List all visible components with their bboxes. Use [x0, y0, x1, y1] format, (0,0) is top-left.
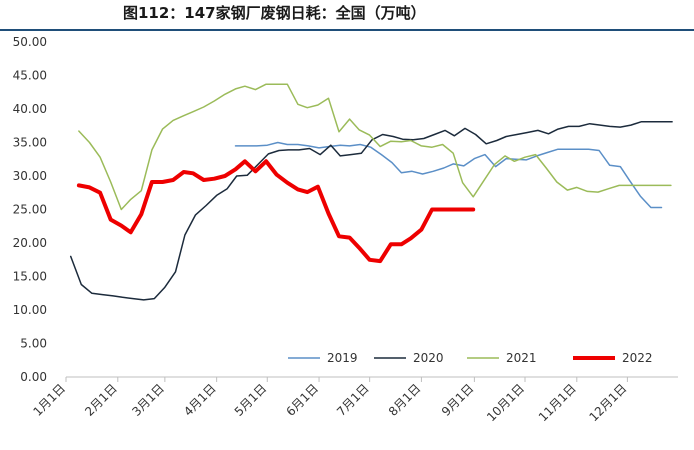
- y-tick-label: 30.00: [13, 169, 47, 183]
- y-tick-label: 50.00: [13, 35, 47, 49]
- x-tick-label: 6月1日: [283, 381, 321, 419]
- y-tick-label: 35.00: [13, 136, 47, 150]
- y-tick-label: 40.00: [13, 102, 47, 116]
- x-tick-label: 9月1日: [439, 381, 477, 419]
- series-line-2021: [78, 83, 672, 211]
- chart-title: 图112：147家钢厂废钢日耗：全国（万吨）: [123, 4, 426, 22]
- y-tick-label: 10.00: [13, 303, 47, 317]
- x-tick-label: 8月1日: [386, 381, 424, 419]
- title-bar: 图112：147家钢厂废钢日耗：全国（万吨）: [0, 0, 694, 32]
- legend-label-2022: 2022: [622, 351, 653, 365]
- y-tick-label: 15.00: [13, 270, 47, 284]
- x-tick-label: 11月1日: [536, 381, 579, 424]
- y-tick-label: 5.00: [20, 337, 47, 351]
- y-tick-label: 45.00: [13, 69, 47, 83]
- title-underline: [0, 29, 694, 31]
- y-tick-label: 25.00: [13, 203, 47, 217]
- series-line-2022: [76, 159, 476, 264]
- x-tick-label: 4月1日: [181, 381, 219, 419]
- y-tick-label: 0.00: [20, 370, 47, 384]
- legend-label-2019: 2019: [327, 351, 358, 365]
- x-tick-label: 5月1日: [232, 381, 270, 419]
- series-line-2020: [69, 120, 673, 301]
- x-tick-label: 10月1日: [484, 381, 527, 424]
- y-tick-label: 20.00: [13, 236, 47, 250]
- x-tick-label: 12月1日: [586, 381, 629, 424]
- x-tick-label: 1月1日: [30, 381, 68, 419]
- series-line-2019: [234, 141, 663, 209]
- legend-label-2020: 2020: [413, 351, 444, 365]
- legend-label-2021: 2021: [506, 351, 537, 365]
- x-tick-label: 2月1日: [82, 381, 120, 419]
- x-tick-label: 3月1日: [129, 381, 167, 419]
- x-tick-label: 7月1日: [334, 381, 372, 419]
